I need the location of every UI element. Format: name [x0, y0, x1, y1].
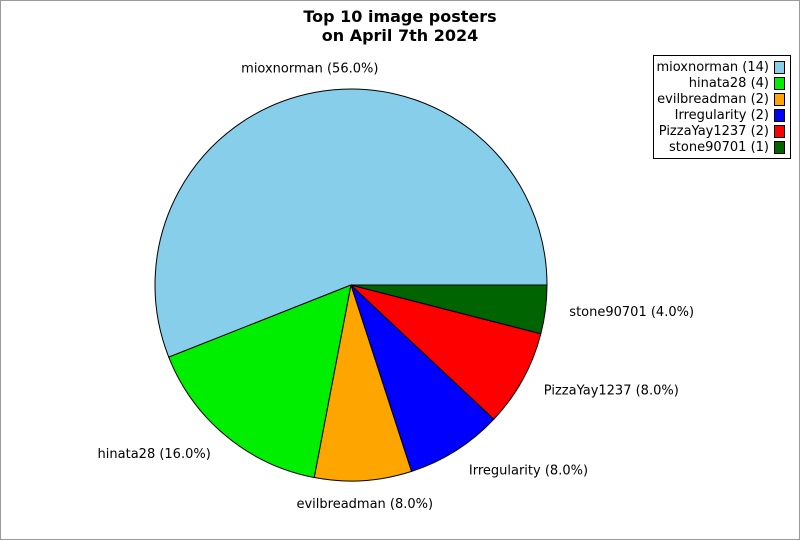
pie-slice-stone90701	[350, 284, 548, 335]
legend-swatch	[774, 124, 785, 138]
legend-item: evilbreadman (2)	[657, 91, 785, 107]
legend-label: mioxnorman (14)	[656, 59, 769, 75]
legend-swatch	[774, 108, 785, 122]
pie-slice-evilbreadman	[313, 284, 413, 482]
legend-item: mioxnorman (14)	[656, 59, 785, 75]
pie-slice-PizzaYay1237	[350, 284, 542, 420]
legend-label: PizzaYay1237 (2)	[658, 123, 769, 139]
chart-title-line1: Top 10 image posters	[303, 7, 497, 26]
legend-swatch	[774, 92, 785, 106]
legend-item: stone90701 (1)	[657, 139, 785, 155]
chart-title: Top 10 image posters on April 7th 2024	[1, 7, 799, 45]
pie-slice-Irregularity	[350, 284, 495, 473]
pie-slice-hinata28	[168, 284, 352, 479]
legend-swatch	[774, 60, 785, 74]
legend-label: stone90701 (1)	[669, 139, 769, 155]
legend-item: PizzaYay1237 (2)	[657, 123, 785, 139]
legend-item: Irregularity (2)	[657, 107, 785, 123]
slice-label-mioxnorman: mioxnorman (56.0%)	[241, 61, 378, 76]
slice-label-evilbreadman: evilbreadman (8.0%)	[296, 497, 433, 512]
legend-swatch	[774, 140, 785, 154]
slice-label-PizzaYay1237: PizzaYay1237 (8.0%)	[544, 384, 679, 399]
legend-label: Irregularity (2)	[674, 107, 769, 123]
legend-box: mioxnorman (14) hinata28 (4) evilbreadma…	[653, 55, 791, 159]
pie-slice-mioxnorman	[154, 88, 548, 358]
slice-label-hinata28: hinata28 (16.0%)	[98, 447, 211, 462]
chart-title-line2: on April 7th 2024	[321, 26, 479, 45]
legend-label: evilbreadman (2)	[657, 91, 769, 107]
legend-label: hinata28 (4)	[688, 75, 769, 91]
legend-swatch	[774, 76, 785, 90]
slice-label-Irregularity: Irregularity (8.0%)	[469, 463, 588, 478]
legend-item: hinata28 (4)	[657, 75, 785, 91]
slice-label-stone90701: stone90701 (4.0%)	[569, 305, 694, 320]
